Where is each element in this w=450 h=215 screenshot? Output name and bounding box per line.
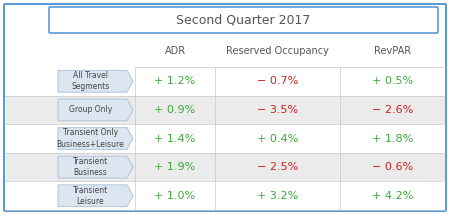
Text: Transient
Leisure: Transient Leisure: [73, 186, 108, 206]
Bar: [6, 124, 55, 153]
Text: Second Quarter 2017: Second Quarter 2017: [176, 14, 310, 26]
Text: + 0.5%: + 0.5%: [372, 76, 413, 86]
Text: Transient
Business: Transient Business: [73, 157, 108, 177]
Text: + 1.2%: + 1.2%: [154, 76, 196, 86]
FancyBboxPatch shape: [49, 7, 438, 33]
FancyBboxPatch shape: [4, 4, 446, 211]
Bar: [6, 153, 55, 181]
Bar: [55, 153, 445, 181]
Text: RevPAR: RevPAR: [374, 46, 411, 56]
Text: − 0.7%: − 0.7%: [257, 76, 298, 86]
Text: + 3.2%: + 3.2%: [257, 191, 298, 201]
Text: All Travel
Segments: All Travel Segments: [72, 71, 110, 91]
Text: ADR: ADR: [164, 46, 185, 56]
Text: Group Only: Group Only: [69, 105, 112, 114]
Text: Transient Only
Business+Leisure: Transient Only Business+Leisure: [57, 128, 124, 149]
Text: + 0.9%: + 0.9%: [154, 105, 196, 115]
Bar: [55, 124, 445, 153]
Polygon shape: [58, 156, 133, 178]
Text: Reserved Occupancy: Reserved Occupancy: [226, 46, 329, 56]
Bar: [6, 67, 55, 96]
Text: + 1.8%: + 1.8%: [372, 134, 413, 143]
Text: + 1.9%: + 1.9%: [154, 162, 196, 172]
Bar: [55, 67, 445, 96]
Text: + 0.4%: + 0.4%: [257, 134, 298, 143]
Text: − 0.6%: − 0.6%: [372, 162, 413, 172]
Text: + 1.0%: + 1.0%: [154, 191, 196, 201]
Text: − 3.5%: − 3.5%: [257, 105, 298, 115]
Text: + 1.4%: + 1.4%: [154, 134, 196, 143]
Bar: [6, 96, 55, 124]
Polygon shape: [58, 71, 133, 92]
Bar: [55, 181, 445, 210]
Bar: [6, 181, 55, 210]
Text: − 2.5%: − 2.5%: [257, 162, 298, 172]
Polygon shape: [58, 185, 133, 207]
Bar: [55, 96, 445, 124]
Polygon shape: [58, 128, 133, 149]
Text: + 4.2%: + 4.2%: [372, 191, 413, 201]
Text: − 2.6%: − 2.6%: [372, 105, 413, 115]
Polygon shape: [58, 99, 133, 121]
